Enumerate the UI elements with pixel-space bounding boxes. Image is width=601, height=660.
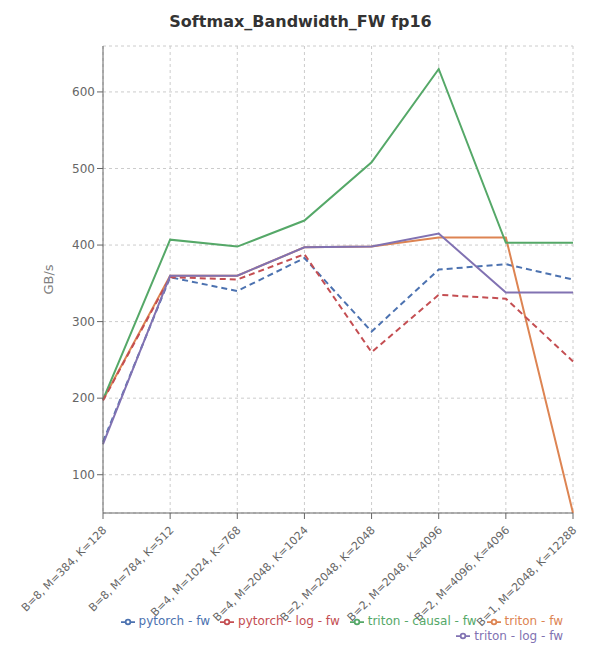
svg-text:600: 600 xyxy=(72,85,95,99)
svg-text:300: 300 xyxy=(72,315,95,329)
svg-text:200: 200 xyxy=(72,391,95,405)
svg-text:400: 400 xyxy=(72,238,95,252)
svg-text:500: 500 xyxy=(72,162,95,176)
svg-text:100: 100 xyxy=(72,468,95,482)
svg-text:GB/s: GB/s xyxy=(41,264,56,294)
svg-text:B=1, M=2048, K=12288: B=1, M=2048, K=12288 xyxy=(474,524,579,629)
